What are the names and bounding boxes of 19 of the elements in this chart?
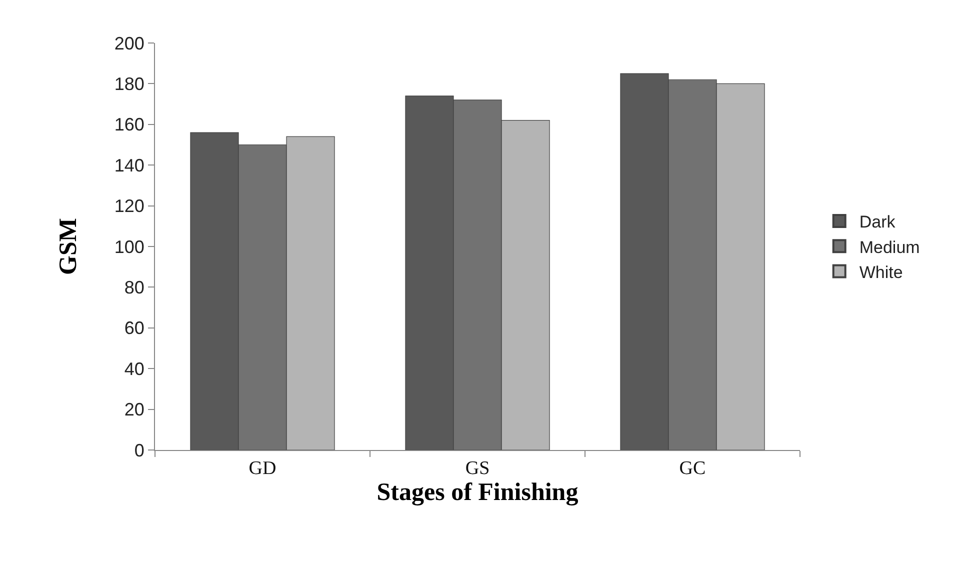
x-tick-label: GS: [465, 458, 490, 479]
y-tick-label: 60: [124, 318, 144, 338]
y-tick-label: 160: [114, 114, 144, 135]
y-tick-label: 140: [114, 155, 144, 176]
legend-label: Dark: [859, 212, 896, 232]
x-tick-label: GD: [248, 458, 276, 479]
y-tick-label: 20: [124, 400, 144, 420]
y-tick-label: 100: [114, 236, 144, 257]
y-tick-label: 180: [114, 74, 144, 94]
y-tick-label: 80: [124, 278, 144, 298]
legend-label: Medium: [859, 238, 920, 257]
y-tick-label: 0: [134, 440, 144, 460]
y-tick-label: 40: [124, 358, 144, 379]
y-tick-label: 120: [114, 196, 144, 216]
x-tick-label: GC: [679, 458, 706, 479]
y-axis-title: GSM: [55, 218, 82, 275]
y-tick-label: 200: [114, 33, 144, 54]
legend-label: White: [859, 262, 903, 282]
x-axis-title: Stages of Finishing: [376, 478, 579, 506]
